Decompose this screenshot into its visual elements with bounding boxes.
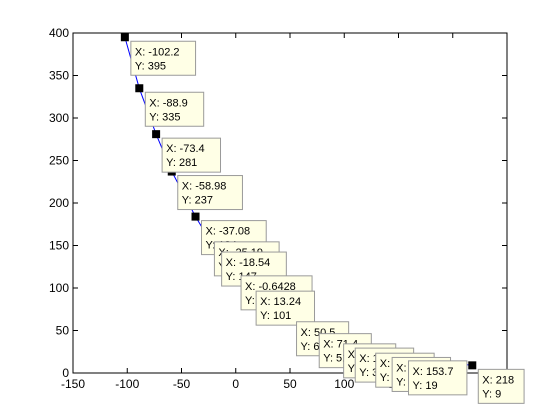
datatip[interactable]: X: 153.7 Y: 19 [408,360,468,396]
datatip[interactable]: X: -18.54Y: 147 [221,251,287,287]
y-axis-ticks: 0 50 100 150 200 250 300 350 400 [49,26,507,380]
datatip-box [177,175,243,211]
x-tick-label: 0 [232,377,239,391]
datatip-y-label: Y: 101 [260,310,291,322]
datatip-box [161,137,222,173]
y-tick-label: 350 [49,69,69,83]
datatip[interactable]: X: 13.24 Y: 101 [255,290,316,326]
x-tick-label: 50 [283,377,297,391]
datatip-y-label: Y: 395 [135,60,166,72]
datatip-x-label: X: 153.7 [413,366,454,378]
datatip-box [130,40,197,76]
datatip-x-label: X: -18.54 [226,257,271,269]
datatip[interactable]: X: -88.9 Y: 335 [144,91,205,127]
datatip-box [255,290,316,326]
datatip-y-label: Y: 19 [413,380,438,392]
axes: -150 -100 -50 0 50 100 150 200 250 0 50 100 150 200 2… [49,26,525,404]
data-point-marker[interactable] [120,33,129,42]
x-tick-label: -150 [61,377,85,391]
datatip-y-label: Y: 281 [166,157,197,169]
datatip-x-label: X: -73.4 [166,143,205,155]
datatip[interactable]: X: -102.2 Y: 395 [130,40,197,76]
data-point-marker[interactable] [152,130,161,139]
data-point-marker[interactable] [191,212,200,221]
y-tick-label: 300 [49,111,69,125]
datatip-x-label: X: 13.24 [260,296,301,308]
x-tick-label: -50 [173,377,191,391]
datatip-box [144,91,205,127]
datatip-x-label: X: -37.08 [206,226,251,238]
datatip-x-label: X: -88.9 [149,97,188,109]
x-tick-label: 100 [334,377,354,391]
y-tick-label: 250 [49,154,69,168]
y-tick-label: 400 [49,26,69,40]
y-tick-label: 0 [62,366,69,380]
datatip-y-label: Y: 51 [323,353,348,365]
datatip-box [477,368,525,404]
datatip-y-label: Y: 9 [482,388,501,400]
data-point-marker[interactable] [468,361,477,370]
y-tick-label: 50 [56,324,70,338]
data-point-marker[interactable] [135,84,144,93]
datatip[interactable]: X: -73.4 Y: 281 [161,137,222,173]
y-tick-label: 100 [49,281,69,295]
datatips-layer: X: -102.2 Y: 395 X: -88.9 Y: 335 X: -73.4 Y: … [130,40,525,404]
y-tick-label: 150 [49,239,69,253]
datatip-x-label: X: -102.2 [135,46,180,58]
x-tick-label: -100 [115,377,139,391]
datatip-y-label: Y: 237 [182,195,213,207]
datatip-box [408,360,468,396]
datatip[interactable]: X: 218 Y: 9 [477,368,525,404]
datatip-x-label: X: -58.98 [182,181,227,193]
datatip-x-label: X: 218 [482,374,514,386]
datatip-x-label: X: -0.6428 [245,281,296,293]
datatip-y-label: Y: 335 [149,111,180,123]
datatip[interactable]: X: -58.98 Y: 237 [177,175,243,211]
y-tick-label: 200 [49,196,69,210]
